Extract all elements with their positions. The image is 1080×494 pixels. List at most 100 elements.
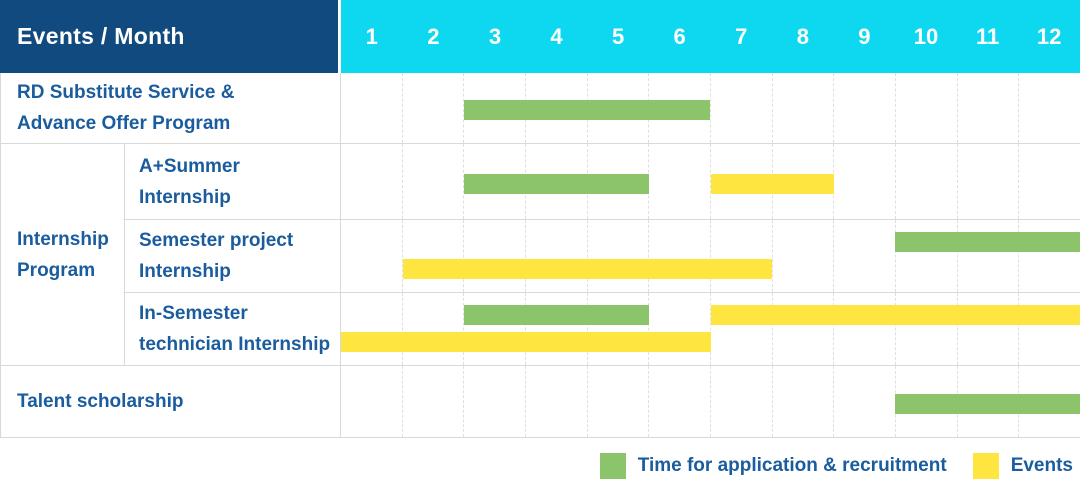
row-label-text: RD Substitute Service & Advance Offer Pr… [17, 82, 235, 134]
month-grid-cell [463, 73, 525, 143]
internship-subrows: A+Summer Internship Semester project Int… [125, 144, 1080, 365]
month-grid-cell [1018, 220, 1080, 292]
gantt-bar-events [710, 173, 834, 194]
month-grid-cell [401, 220, 464, 292]
row-label-rd-substitute: RD Substitute Service & Advance Offer Pr… [1, 73, 341, 143]
month-grid-cell [401, 73, 464, 143]
month-grid-cell [833, 366, 895, 437]
month-grid-cell [1018, 144, 1080, 219]
month-grid-cell [341, 220, 402, 292]
group-label-text: Internship Program [17, 228, 109, 281]
month-grid-cell [1018, 73, 1080, 143]
gantt-bar-application [895, 232, 1080, 252]
month-grid-cell [648, 366, 710, 437]
month-header-strip: 1 2 3 4 5 6 7 8 9 10 11 12 [341, 0, 1080, 73]
month-grid-cell [648, 293, 710, 365]
month-grid-cell [710, 73, 772, 143]
month-grid-cell [463, 293, 525, 365]
row-in-semester-technician: In-Semester technician Internship [125, 293, 1080, 365]
month-grid-cell [895, 220, 957, 292]
gantt-bar-events [402, 259, 773, 279]
month-grid-cell [771, 220, 834, 292]
row-label-text: Talent scholarship [17, 391, 184, 412]
month-grid-cell [341, 293, 402, 365]
month-grid-cell [463, 366, 525, 437]
group-label-internship-program: Internship Program [1, 144, 125, 365]
month-grid-cell [401, 144, 464, 219]
month-grid-cell [833, 220, 895, 292]
month-grid-cell [401, 293, 464, 365]
month-grid-cell [586, 220, 649, 292]
month-grid-cell [525, 293, 587, 365]
month-grid-cell [956, 293, 1019, 365]
month-grid-cell [525, 220, 587, 292]
row-semester-project: Semester project Internship [125, 220, 1080, 293]
month-header-cell: 9 [858, 23, 871, 49]
month-grid-cell [956, 73, 1019, 143]
month-grid-cell [895, 293, 957, 365]
month-grid-cell [833, 73, 895, 143]
row-label-text: Semester project Internship [139, 230, 294, 282]
chart-row-in-semester-technician [341, 293, 1080, 365]
chart-row-semester-project [341, 220, 1080, 292]
month-header-cell: 3 [488, 23, 502, 49]
month-header-cell: 10 [913, 23, 939, 49]
month-grid-cell [648, 220, 710, 292]
month-grid-cell [525, 366, 587, 437]
chart-row-talent-scholarship [341, 366, 1080, 437]
month-header-cell: 1 [365, 23, 378, 49]
chart-row-a-plus-summer [341, 144, 1080, 219]
month-grid-cell [956, 220, 1019, 292]
month-header-cell: 11 [975, 23, 1000, 49]
month-grid-cell [710, 220, 772, 292]
gantt-bar-application [464, 173, 649, 194]
gantt-bar-application [464, 305, 649, 325]
legend: Time for application & recruitment Event… [0, 438, 1080, 493]
month-grid-cell [895, 144, 957, 219]
month-grid-cell [710, 293, 772, 365]
gantt-bar-events [341, 332, 711, 352]
month-header-cell: 6 [673, 23, 686, 49]
month-header-cell: 5 [611, 23, 625, 49]
legend-label-events: Events [1010, 454, 1073, 476]
month-grid-cell [341, 73, 402, 143]
legend-swatch-events [972, 452, 999, 479]
month-grid-cell [771, 73, 834, 143]
month-grid-cell [1018, 293, 1080, 365]
month-grid-cell [648, 144, 710, 219]
row-label-text: A+Summer Internship [139, 155, 240, 208]
row-label-text: In-Semester technician Internship [139, 303, 331, 355]
chart-row-rd-substitute [341, 73, 1080, 143]
month-grid-cell [401, 366, 464, 437]
month-header-cell: 12 [1036, 23, 1062, 49]
month-grid-cell [463, 144, 525, 219]
month-grid-cell [833, 293, 895, 365]
gantt-bar-application [464, 100, 711, 120]
month-header-cell: 7 [735, 23, 748, 49]
legend-label-application: Time for application & recruitment [637, 454, 947, 476]
month-grid-cell [771, 366, 834, 437]
month-grid-cell [833, 144, 895, 219]
row-a-plus-summer: A+Summer Internship [125, 144, 1080, 220]
row-label-semester-project: Semester project Internship [125, 220, 341, 292]
legend-swatch-application [599, 452, 626, 479]
month-grid-cell [463, 220, 525, 292]
events-month-header-cell: Events / Month [0, 0, 341, 73]
month-header-cell: 2 [427, 23, 440, 49]
row-rd-substitute: RD Substitute Service & Advance Offer Pr… [0, 73, 1080, 144]
group-internship-program: Internship Program A+Summer Internship S… [0, 144, 1080, 366]
gantt-bar-events [710, 305, 1080, 325]
month-grid-cell [771, 293, 834, 365]
gantt-bar-application [895, 393, 1080, 414]
month-grid-cell [341, 144, 402, 219]
row-label-talent-scholarship: Talent scholarship [1, 366, 341, 437]
events-month-label: Events / Month [17, 23, 185, 49]
row-label-in-semester-technician: In-Semester technician Internship [125, 293, 341, 365]
month-grid-cell [341, 366, 402, 437]
month-header-cell: 4 [550, 23, 563, 49]
month-grid-cell [586, 366, 649, 437]
month-grid-cell [586, 293, 649, 365]
row-label-a-plus-summer: A+Summer Internship [125, 144, 341, 219]
month-grid-cell [956, 144, 1019, 219]
